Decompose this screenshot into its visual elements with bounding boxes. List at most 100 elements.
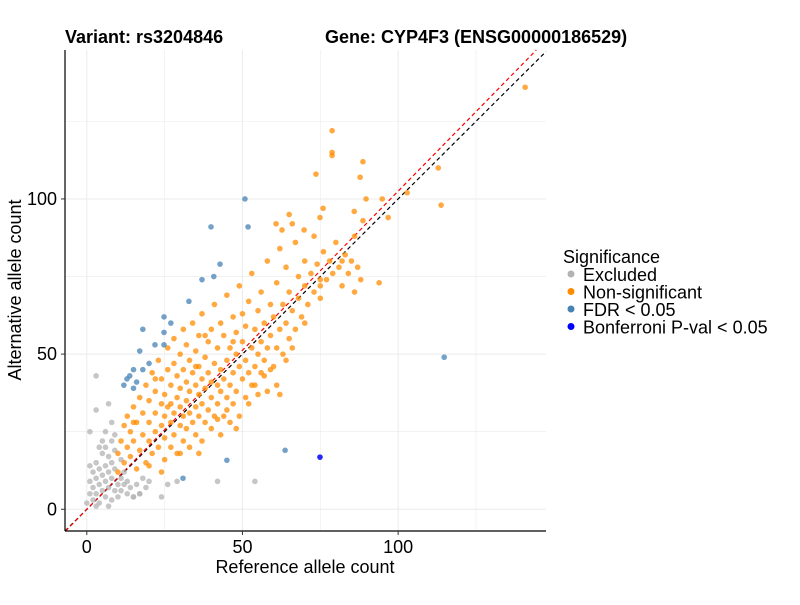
data-point — [273, 220, 279, 227]
data-point — [130, 404, 137, 410]
data-point — [105, 503, 112, 509]
data-point — [164, 404, 171, 410]
data-point — [208, 224, 214, 230]
data-point — [217, 320, 224, 326]
data-point — [220, 413, 227, 419]
data-point — [186, 388, 193, 395]
data-point — [258, 369, 264, 376]
data-point — [258, 289, 264, 295]
data-point — [320, 248, 327, 255]
data-point — [146, 463, 152, 469]
data-point — [171, 360, 177, 367]
data-point — [217, 366, 224, 373]
data-point — [289, 307, 296, 314]
data-point — [140, 410, 146, 416]
data-point — [189, 419, 196, 426]
data-point — [102, 478, 109, 485]
data-point — [146, 397, 152, 404]
data-point — [102, 444, 109, 451]
data-point — [96, 466, 103, 472]
data-point — [360, 158, 366, 165]
data-point — [115, 450, 121, 457]
data-point — [289, 220, 296, 227]
data-point — [230, 314, 236, 320]
y-tick-label: 100 — [27, 189, 57, 209]
data-point — [227, 345, 233, 351]
data-point — [311, 289, 317, 295]
data-point — [87, 428, 93, 435]
data-point — [146, 478, 152, 485]
data-point — [214, 400, 221, 407]
data-point — [171, 335, 177, 342]
data-point — [161, 329, 167, 336]
data-point — [140, 475, 146, 482]
data-point — [248, 345, 255, 351]
data-point — [136, 348, 143, 354]
reference-line-fit — [65, 49, 537, 532]
data-point — [329, 152, 335, 159]
data-point — [283, 320, 289, 326]
data-point — [208, 425, 215, 432]
series-non-significant — [115, 84, 528, 475]
data-point — [180, 413, 187, 419]
legend: Significance ExcludedNon-significantFDR … — [563, 247, 768, 338]
data-point — [102, 428, 109, 435]
data-point — [379, 196, 386, 202]
data-point — [339, 283, 345, 289]
data-point — [136, 447, 143, 454]
data-point — [105, 400, 112, 407]
series-bonferroni-p-val-0-05 — [317, 454, 323, 460]
data-point — [93, 490, 99, 497]
data-point — [112, 487, 118, 494]
legend-item: Excluded — [567, 265, 657, 285]
x-tick-label: 0 — [82, 537, 92, 557]
data-point — [205, 369, 212, 376]
data-point — [267, 301, 274, 308]
data-point — [152, 342, 158, 348]
data-point — [177, 450, 183, 457]
data-point — [286, 335, 292, 342]
data-point — [130, 494, 137, 500]
data-point — [351, 208, 358, 215]
data-point — [289, 345, 296, 351]
data-point — [242, 323, 249, 329]
data-point — [189, 369, 196, 376]
data-point — [127, 428, 134, 435]
data-point — [282, 447, 288, 454]
series-fdr-0-05 — [121, 196, 447, 482]
data-point — [230, 369, 236, 376]
data-point — [140, 366, 146, 373]
data-point — [245, 224, 251, 230]
data-point — [174, 373, 180, 379]
data-point — [248, 270, 255, 277]
data-point — [158, 494, 165, 500]
data-point — [177, 385, 183, 392]
data-point — [83, 500, 90, 506]
legend-item: Bonferroni P-val < 0.05 — [567, 318, 768, 338]
data-point — [118, 438, 124, 444]
data-point — [255, 351, 261, 357]
data-point — [239, 338, 246, 345]
data-point — [99, 438, 106, 444]
data-point — [108, 459, 115, 466]
data-point — [164, 345, 171, 351]
data-point — [214, 478, 221, 485]
data-point — [283, 264, 289, 271]
data-point — [171, 432, 177, 438]
data-point — [183, 425, 190, 432]
data-point — [313, 171, 319, 177]
data-point — [217, 261, 223, 267]
data-point — [90, 469, 96, 475]
data-point — [314, 261, 320, 267]
data-point — [177, 404, 183, 410]
data-point — [121, 459, 127, 466]
data-point — [230, 338, 236, 345]
data-point — [245, 400, 252, 407]
data-point — [108, 438, 115, 444]
data-point — [161, 314, 167, 320]
data-point — [99, 472, 106, 478]
data-point — [214, 416, 221, 423]
data-point — [93, 475, 99, 482]
data-point — [308, 270, 314, 277]
y-axis-title: Alternative allele count — [5, 199, 25, 380]
